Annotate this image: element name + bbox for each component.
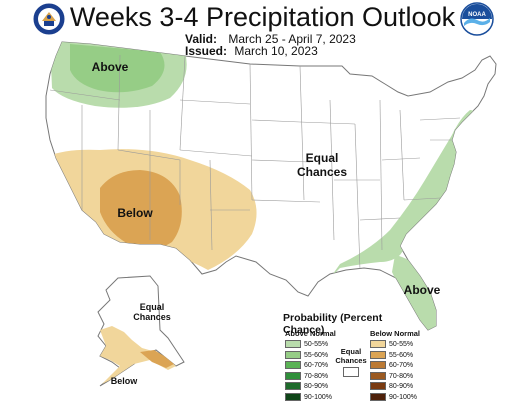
legend-below-row: 50-55% <box>370 340 413 350</box>
noaa-logo: NOAA <box>460 2 494 36</box>
legend-below-row: 60-70% <box>370 361 413 371</box>
label-below-ak: Below <box>111 376 139 386</box>
legend-above-row: 70-80% <box>285 371 329 382</box>
issued-line: Issued: March 10, 2023 <box>185 44 318 58</box>
label-above-nw: Above <box>92 60 129 74</box>
valid-line: Valid: March 25 - April 7, 2023 <box>185 32 356 46</box>
legend-below-header: Below Normal <box>370 329 421 338</box>
legend-equal-label: Equal Chances <box>334 347 368 365</box>
legend-above-label: 60-70% <box>304 362 329 369</box>
above-normal-nw-mid <box>70 44 165 93</box>
issued-label: Issued: <box>185 44 228 58</box>
legend-above-label: 80-90% <box>304 383 329 390</box>
legend-above-label: 70-80% <box>304 372 329 380</box>
label-equal-conus-1: Equal <box>306 151 339 165</box>
legend-below-row: 80-90% <box>370 382 413 392</box>
label-equal-ak-1: Equal <box>140 302 165 312</box>
legend-above-row: 55-60% <box>285 350 329 361</box>
legend-above-row: 90-100% <box>285 392 333 403</box>
legend-below-row: 90-100% <box>370 392 418 403</box>
legend-below-label: 70-80% <box>389 372 414 380</box>
legend-above-swatch <box>285 361 301 370</box>
page-title: Weeks 3-4 Precipitation Outlook <box>69 2 456 32</box>
legend-below-label: 50-55% <box>389 341 414 348</box>
legend-above-swatch <box>285 340 301 349</box>
noaa-logo-text: NOAA <box>468 12 486 18</box>
legend-above-row: 80-90% <box>285 382 328 392</box>
legend-below-row: 70-80% <box>370 371 414 382</box>
legend-above-header: Above Normal <box>285 329 336 338</box>
legend-below-swatch <box>370 392 386 401</box>
legend-above-row: 50-55% <box>285 340 328 350</box>
legend-above-row: 60-70% <box>285 361 328 371</box>
legend-above-label: 55-60% <box>304 351 329 359</box>
label-equal-conus-2: Chances <box>297 165 347 179</box>
below-normal-ak-light <box>100 326 176 384</box>
legend-above-label: 50-55% <box>304 341 329 348</box>
legend-below-label: 60-70% <box>389 362 414 369</box>
legend-above-swatch <box>285 371 301 380</box>
valid-label: Valid: <box>185 32 218 46</box>
legend-below-swatch <box>370 371 386 380</box>
state-boundaries <box>49 54 470 271</box>
legend-title: Probability (Percent Chance) <box>283 312 383 336</box>
legend-equal-swatch <box>343 367 359 377</box>
department-seal-logo <box>32 2 66 36</box>
legend-below-row: 55-60% <box>370 350 414 361</box>
below-normal-sw-mid <box>100 170 182 250</box>
legend-above-swatch <box>285 382 301 391</box>
above-normal-east-light <box>330 110 490 278</box>
probability-shading <box>46 42 490 330</box>
legend-equal-line1: Equal <box>340 347 362 356</box>
label-equal-ak-2: Chances <box>133 312 171 322</box>
above-normal-florida-light <box>392 255 440 330</box>
valid-value: March 25 - April 7, 2023 <box>228 32 356 46</box>
legend-below-label: 90-100% <box>389 393 418 401</box>
legend-below-swatch <box>370 340 386 349</box>
legend-equal-line2: Chances <box>335 356 367 365</box>
legend-below-swatch <box>370 382 386 391</box>
legend-above-label: 90-100% <box>304 393 333 401</box>
legend-below-label: 80-90% <box>389 383 414 390</box>
label-below-sw: Below <box>117 206 153 220</box>
legend-below-swatch <box>370 350 386 359</box>
label-above-se: Above <box>404 283 441 297</box>
legend-above-swatch <box>285 392 301 401</box>
legend-below-label: 55-60% <box>389 351 414 359</box>
legend-above-swatch <box>285 350 301 359</box>
legend-below-swatch <box>370 361 386 370</box>
issued-value: March 10, 2023 <box>234 44 318 58</box>
below-normal-ak-mid <box>140 350 174 368</box>
